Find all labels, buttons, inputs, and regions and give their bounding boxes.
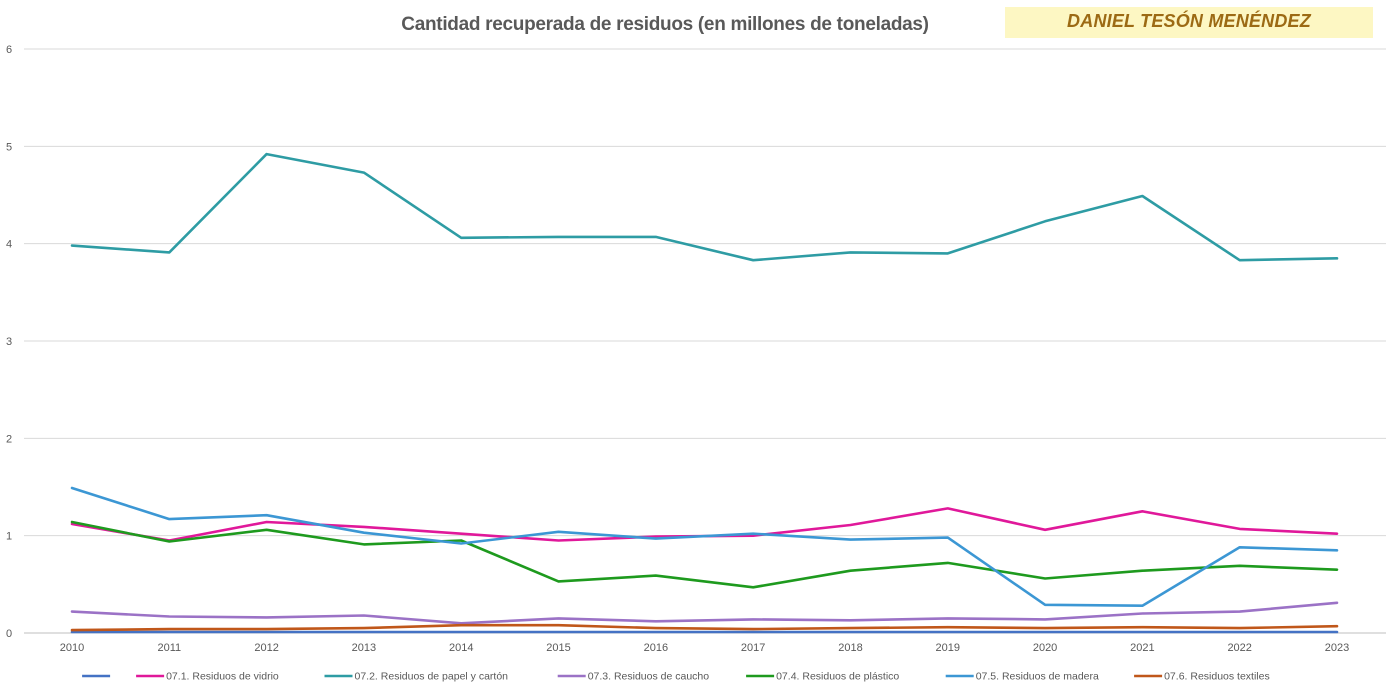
x-tick-label: 2014 [449, 642, 473, 654]
y-tick-label: 6 [6, 44, 12, 56]
x-tick-label: 2019 [936, 642, 960, 654]
series-line-6 [70, 623, 1339, 632]
y-tick-label: 5 [6, 141, 12, 153]
y-tick-label: 4 [6, 239, 12, 251]
x-tick-label: 2016 [644, 642, 668, 654]
legend-item-1: 07.1. Residuos de vidrio [136, 671, 279, 683]
series-line-2 [70, 152, 1339, 262]
legend-item-4: 07.4. Residuos de plástico [746, 671, 899, 683]
x-tick-label: 2011 [157, 642, 181, 654]
x-tick-label: 2012 [254, 642, 278, 654]
author-banner: DANIEL TESÓN MENÉNDEZ [1005, 7, 1373, 38]
series-line-5 [70, 486, 1339, 608]
series-lines [70, 152, 1339, 634]
legend: 07.1. Residuos de vidrio 07.2. Residuos d… [82, 671, 1270, 683]
legend-label: 07.1. Residuos de vidrio [166, 671, 279, 683]
x-tick-label: 2022 [1227, 642, 1251, 654]
x-tick-label: 2023 [1325, 642, 1349, 654]
legend-label: 07.5. Residuos de madera [976, 671, 1099, 683]
series-line-3 [70, 601, 1339, 625]
y-tick-label: 2 [6, 433, 12, 445]
series-line-4 [70, 520, 1339, 589]
x-tick-label: 2021 [1130, 642, 1154, 654]
x-axis-ticks: 2010 2011 2012 2013 2014 2015 2016 2017 2018 2019… [60, 642, 1349, 654]
legend-item-6: 07.6. Residuos textiles [1134, 671, 1270, 683]
chart-title: Cantidad recuperada de residuos (en mill… [401, 14, 929, 35]
legend-item-2: 07.2. Residuos de papel y cartón [324, 671, 509, 683]
legend-label: 07.2. Residuos de papel y cartón [355, 671, 509, 683]
legend-label: 07.3. Residuos de caucho [588, 671, 710, 683]
author-name: DANIEL TESÓN MENÉNDEZ [1067, 11, 1311, 31]
y-tick-label: 0 [6, 628, 12, 640]
legend-label: 07.6. Residuos textiles [1164, 671, 1270, 683]
y-tick-label: 3 [6, 336, 12, 348]
legend-label: 07.4. Residuos de plástico [776, 671, 899, 683]
gridlines [24, 48, 1386, 634]
y-tick-label: 1 [6, 531, 12, 543]
x-tick-label: 2013 [352, 642, 376, 654]
legend-item-5: 07.5. Residuos de madera [945, 671, 1099, 683]
x-tick-label: 2020 [1033, 642, 1057, 654]
x-tick-label: 2018 [838, 642, 862, 654]
x-tick-label: 2017 [741, 642, 765, 654]
legend-item-3: 07.3. Residuos de caucho [557, 671, 710, 683]
y-axis-ticks: 0 1 2 3 4 5 6 [6, 44, 12, 640]
x-tick-label: 2010 [60, 642, 84, 654]
x-tick-label: 2015 [546, 642, 570, 654]
